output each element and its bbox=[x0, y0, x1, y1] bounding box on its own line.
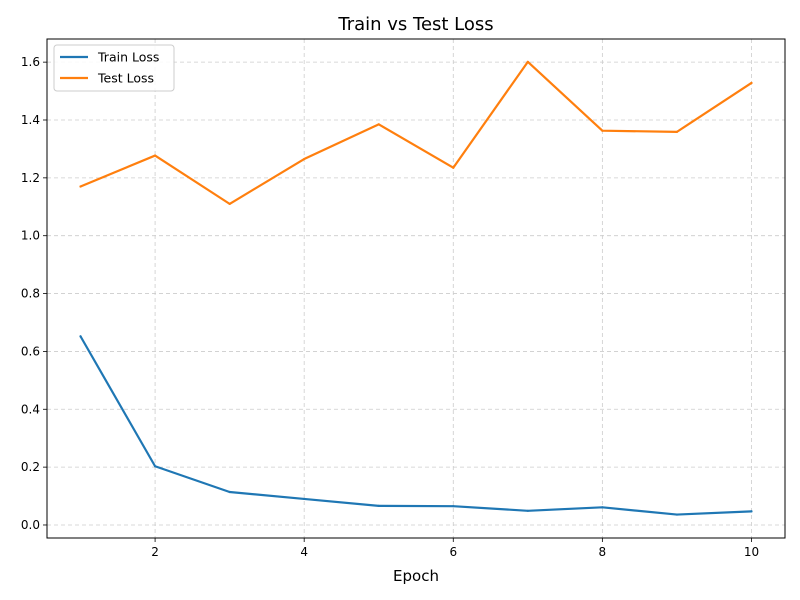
data-point bbox=[750, 81, 753, 85]
x-tick-label: 4 bbox=[300, 545, 308, 559]
x-tick-label: 2 bbox=[151, 545, 159, 559]
legend-label: Test Loss bbox=[97, 71, 154, 86]
data-point bbox=[452, 166, 455, 169]
data-point bbox=[526, 509, 529, 512]
data-point bbox=[303, 497, 306, 501]
x-axis-label: Epoch bbox=[393, 567, 439, 585]
data-point bbox=[452, 505, 455, 508]
data-point bbox=[153, 154, 157, 157]
y-tick-label: 0.2 bbox=[21, 460, 40, 474]
legend: Train Loss Test Loss bbox=[53, 44, 175, 92]
y-tick-label: 1.6 bbox=[21, 55, 40, 69]
data-point bbox=[153, 465, 157, 468]
data-point bbox=[377, 123, 380, 126]
data-point bbox=[79, 185, 82, 188]
data-point bbox=[79, 335, 82, 338]
plot-frame bbox=[46, 38, 786, 539]
data-point bbox=[750, 510, 753, 513]
y-tick-label: 0.0 bbox=[21, 518, 40, 532]
x-tick-label: 10 bbox=[744, 545, 759, 559]
data-point bbox=[228, 202, 231, 205]
x-tick-label: 6 bbox=[449, 545, 457, 559]
y-tick-label: 0.6 bbox=[21, 344, 40, 358]
x-tick-label: 8 bbox=[599, 545, 607, 559]
data-point bbox=[675, 130, 679, 133]
series-line-2 bbox=[79, 60, 753, 205]
chart-title: Train vs Test Loss bbox=[337, 14, 493, 35]
data-point bbox=[601, 506, 604, 509]
legend-label: Train Loss bbox=[97, 50, 159, 65]
y-tick-label: 1.2 bbox=[21, 171, 40, 185]
y-tick-label: 0.4 bbox=[21, 402, 40, 416]
data-point bbox=[377, 504, 380, 507]
data-point bbox=[601, 129, 604, 132]
series-line-1 bbox=[79, 335, 753, 516]
data-point bbox=[303, 157, 306, 161]
grid-lines bbox=[47, 39, 785, 538]
y-tick-label: 1.0 bbox=[21, 229, 40, 243]
y-tick-label: 1.4 bbox=[21, 113, 40, 127]
data-point bbox=[526, 60, 529, 63]
data-point bbox=[675, 513, 679, 516]
axis-ticks: 2 4 6 8 10 0.0 0.2 0.4 0.6 0.8 1.0 1.2 1.4 1.6 bbox=[21, 55, 759, 559]
y-tick-label: 0.8 bbox=[21, 287, 40, 301]
data-point bbox=[228, 490, 231, 494]
series-lines bbox=[79, 60, 753, 516]
